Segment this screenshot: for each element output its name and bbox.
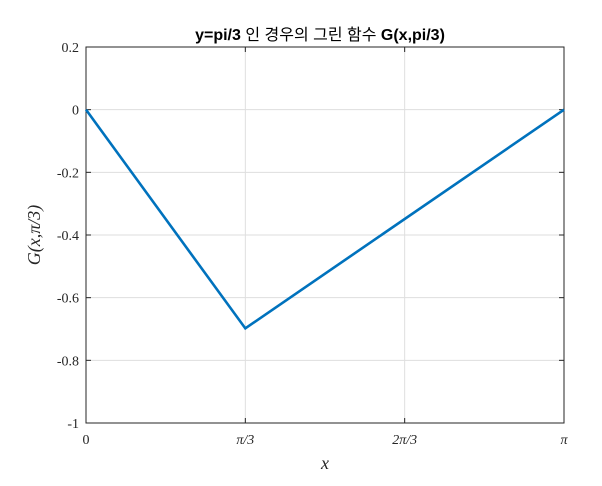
chart-title: y=pi/3 인 경우의 그린 함수 G(x,pi/3) — [195, 26, 445, 44]
x-axis-label: x — [320, 453, 329, 473]
y-tick-label-1: 0 — [72, 104, 79, 119]
x-tick-label-2: 2π/3 — [392, 433, 417, 448]
y-axis-label: G(x,π/3) — [24, 205, 45, 266]
x-tick-label-3: π — [560, 433, 568, 448]
y-tick-label-0: 0.2 — [62, 41, 80, 56]
y-tick-label-5: -0.8 — [57, 354, 79, 369]
title-part-2: G(x,pi/3) — [381, 27, 445, 44]
y-tick-label-6: -1 — [67, 417, 79, 432]
x-tick-label-1: π/3 — [236, 433, 254, 448]
y-tick-label-4: -0.6 — [57, 292, 79, 307]
series — [84, 108, 565, 331]
y-tick-label-2: -0.2 — [57, 166, 79, 181]
y-tick-label-3: -0.4 — [57, 229, 79, 244]
series-line-0 — [84, 108, 565, 331]
grid — [85, 46, 565, 424]
title-part-0: y=pi/3 — [195, 27, 241, 44]
x-tick-label-0: 0 — [83, 433, 90, 448]
ticks: 0 π/3 2π/3 π 0.2 0 -0.2 -0.4 -0.6 -0.8 -1 — [57, 41, 569, 448]
title-part-1: 인 경우의 그린 함수 — [241, 26, 381, 44]
